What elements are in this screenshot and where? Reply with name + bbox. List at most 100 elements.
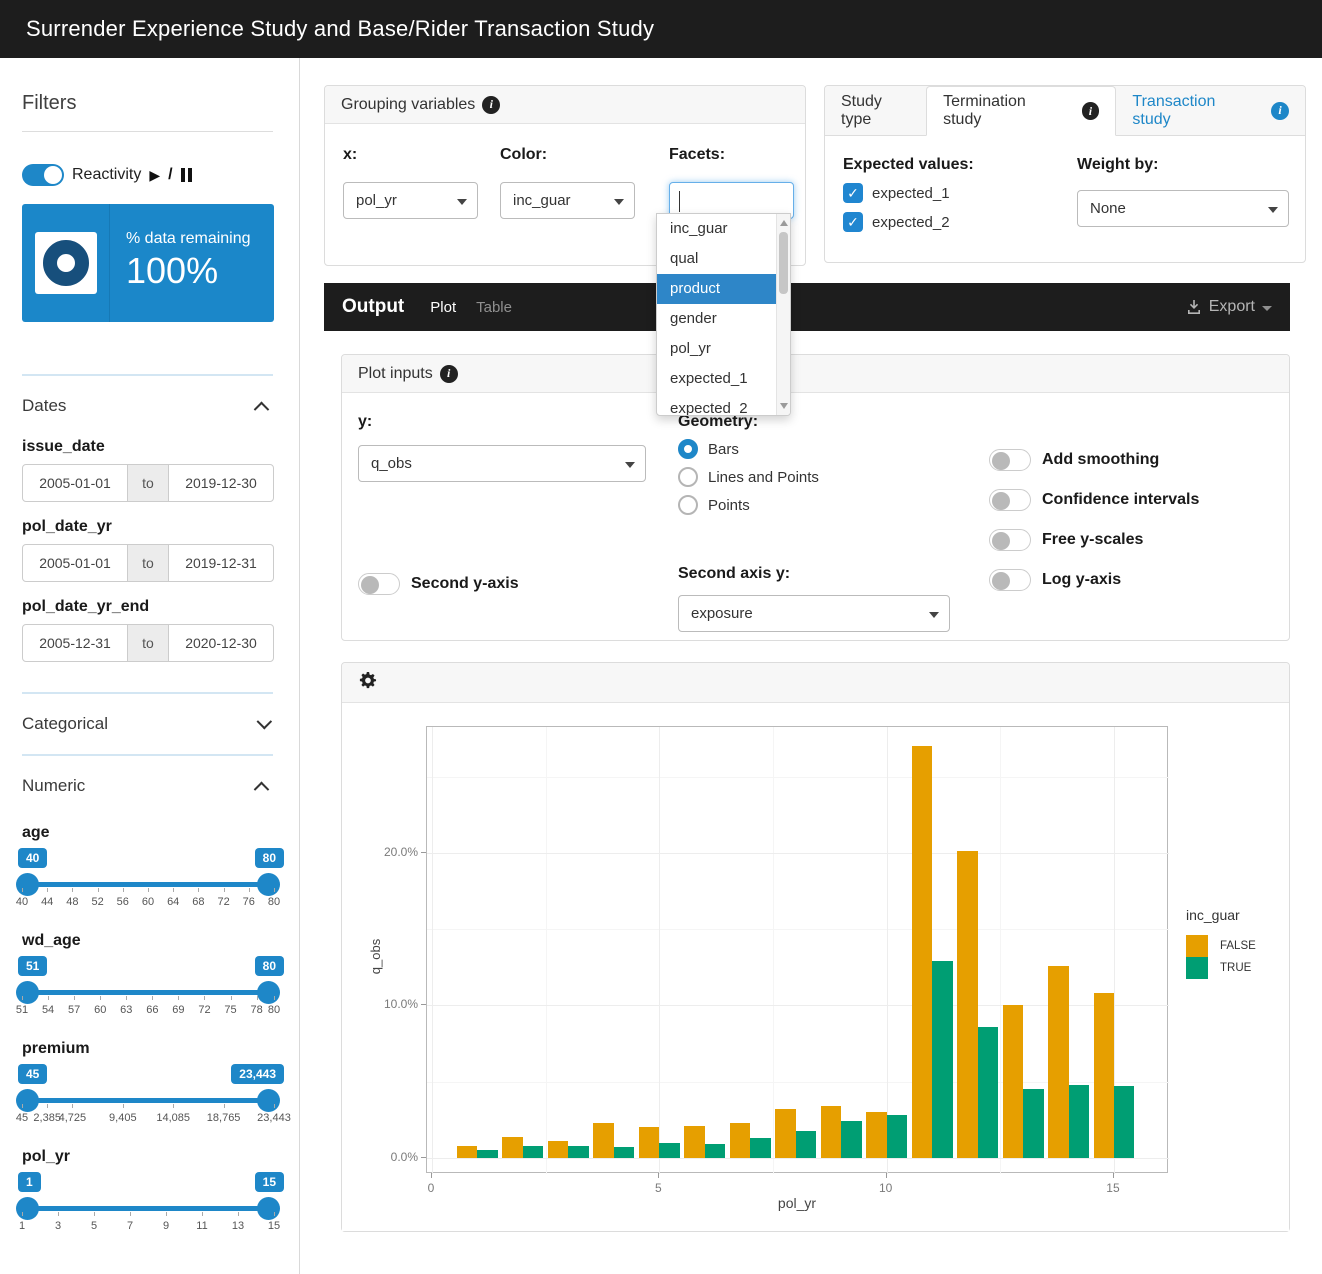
slider-tick-label: 60 [94, 1004, 106, 1016]
scroll-up-icon[interactable] [780, 220, 788, 226]
slider-handle-to[interactable] [257, 1089, 280, 1112]
slider-tick-mark [74, 996, 75, 1000]
toggle-row-log-y-axis: Log y-axis [989, 569, 1121, 591]
checkbox-row-expected_2[interactable]: ✓expected_2 [843, 212, 974, 232]
reactivity-toggle[interactable] [22, 164, 64, 186]
scrollbar-thumb[interactable] [779, 232, 788, 294]
slider-handle-from[interactable] [16, 1197, 39, 1220]
info-icon[interactable]: i [1082, 102, 1100, 120]
chart-legend: inc_guar FALSETRUE [1186, 907, 1256, 979]
dropdown-item-pol_yr[interactable]: pol_yr [657, 334, 790, 364]
toggle-knob [992, 492, 1010, 510]
play-icon: ▶ [149, 167, 160, 184]
slider-track[interactable] [22, 882, 274, 887]
radio-icon[interactable] [678, 495, 698, 515]
geometry-field: Geometry: BarsLines and PointsPoints [678, 413, 819, 515]
x-tick-mark [431, 1173, 432, 1178]
date-to-input[interactable]: 2020-12-30 [168, 624, 274, 662]
study-type-label: Study type [825, 86, 926, 135]
dates-section-header[interactable]: Dates [22, 376, 273, 422]
date-from-input[interactable]: 2005-12-31 [22, 624, 128, 662]
color-select[interactable]: inc_guar [500, 182, 635, 219]
radio-label: Bars [708, 441, 739, 458]
gear-icon[interactable] [358, 671, 377, 695]
date-to-input[interactable]: 2019-12-31 [168, 544, 274, 582]
slider-tick-label: 11 [196, 1220, 207, 1232]
grouping-variables-header: Grouping variables i [325, 86, 805, 124]
dropdown-item-expected_1[interactable]: expected_1 [657, 364, 790, 394]
info-icon[interactable]: i [482, 96, 500, 114]
toggle-switch[interactable] [989, 529, 1031, 551]
slider-tick-label: 1 [19, 1220, 25, 1232]
second-y-axis-toggle[interactable] [358, 573, 400, 595]
slider-tick-mark [22, 1104, 23, 1108]
sidebar: Filters Reactivity ▶ / % data remaining … [0, 58, 300, 1274]
toggle-switch[interactable] [989, 449, 1031, 471]
dropdown-item-inc_guar[interactable]: inc_guar [657, 214, 790, 244]
dropdown-item-gender[interactable]: gender [657, 304, 790, 334]
radio-icon[interactable] [678, 467, 698, 487]
tab-plot[interactable]: Plot [430, 299, 456, 316]
gridline-minor [427, 929, 1169, 930]
slider-tick-label: 72 [198, 1004, 210, 1016]
slider-track[interactable] [22, 1206, 274, 1211]
dropdown-item-expected_2[interactable]: expected_2 [657, 394, 790, 416]
scroll-down-icon[interactable] [780, 403, 788, 409]
date-from-input[interactable]: 2005-01-01 [22, 544, 128, 582]
slider-tick-mark [166, 1212, 167, 1216]
tab-transaction-study[interactable]: Transaction study i [1116, 86, 1305, 135]
second-axis-y-select[interactable]: exposure [678, 595, 950, 632]
info-icon[interactable]: i [440, 365, 458, 383]
slider-handle-to[interactable] [257, 981, 280, 1004]
slider-tick-mark [22, 1212, 23, 1216]
slider-track[interactable] [22, 990, 274, 995]
output-bar: Output Plot Table Export [324, 283, 1290, 331]
slider-track[interactable] [22, 1098, 274, 1103]
slider-tick-mark [173, 888, 174, 892]
toggle-switch[interactable] [989, 569, 1031, 591]
bar-false-yr9 [821, 1106, 841, 1158]
grouping-variables-title: Grouping variables [341, 96, 475, 114]
radio-row-lines-and-points[interactable]: Lines and Points [678, 467, 819, 487]
slider-tick-mark [47, 1104, 48, 1108]
slider-area: 11513579111315 [22, 1172, 274, 1234]
dates-fields: issue_date2005-01-01to2019-12-30pol_date… [22, 438, 273, 662]
numeric-section-header[interactable]: Numeric [22, 756, 273, 802]
weight-by-select[interactable]: None [1077, 190, 1289, 227]
date-from-input[interactable]: 2005-01-01 [22, 464, 128, 502]
toggle-knob [44, 166, 62, 184]
tab-table[interactable]: Table [476, 299, 512, 316]
checkbox-row-expected_1[interactable]: ✓expected_1 [843, 183, 974, 203]
slider-handle-to[interactable] [257, 873, 280, 896]
dropdown-scrollbar[interactable] [776, 214, 790, 415]
slider-tick-mark [48, 996, 49, 1000]
tab-termination-study[interactable]: Termination study i [926, 86, 1116, 136]
bar-false-yr8 [775, 1109, 795, 1158]
facets-field: Facets: [669, 146, 794, 219]
radio-row-bars[interactable]: Bars [678, 439, 819, 459]
weight-by-group: Weight by: None [1077, 156, 1289, 227]
toggle-switch[interactable] [989, 489, 1031, 511]
info-icon[interactable]: i [1271, 102, 1289, 120]
section-categorical: Categorical [22, 692, 273, 752]
y-select[interactable]: q_obs [358, 445, 646, 482]
slider-handle-from[interactable] [16, 981, 39, 1004]
checkbox-icon[interactable]: ✓ [843, 183, 863, 203]
slider-handle-from[interactable] [16, 873, 39, 896]
dropdown-item-qual[interactable]: qual [657, 244, 790, 274]
categorical-section-header[interactable]: Categorical [22, 694, 273, 752]
date-range-input: 2005-01-01to2019-12-30 [22, 464, 274, 502]
radio-row-points[interactable]: Points [678, 495, 819, 515]
dropdown-item-product[interactable]: product [657, 274, 790, 304]
plot-inputs-title: Plot inputs [358, 365, 433, 383]
slider-tick-label: 15 [268, 1220, 280, 1232]
date-to-input[interactable]: 2019-12-30 [168, 464, 274, 502]
slider-handle-to[interactable] [257, 1197, 280, 1220]
x-select[interactable]: pol_yr [343, 182, 478, 219]
export-button[interactable]: Export [1186, 298, 1272, 316]
slider-tick-mark [123, 888, 124, 892]
slider-handle-from[interactable] [16, 1089, 39, 1112]
caret-down-icon [1262, 306, 1272, 311]
checkbox-icon[interactable]: ✓ [843, 212, 863, 232]
radio-selected-icon[interactable] [678, 439, 698, 459]
